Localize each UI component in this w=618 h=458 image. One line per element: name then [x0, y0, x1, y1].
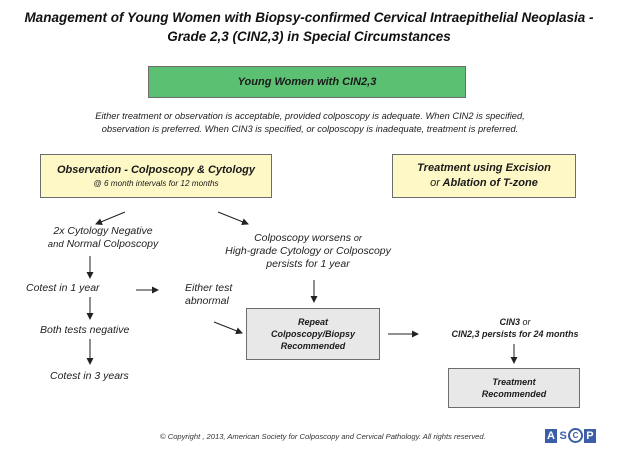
- cin3-line-1: CIN3 or: [420, 316, 610, 328]
- treatment-rec-line-1: Treatment: [492, 377, 536, 387]
- repeat-colposcopy-box: Repeat Colposcopy/Biopsy Recommended: [246, 308, 380, 360]
- treatment-line-2: or Ablation of T-zone: [430, 176, 538, 191]
- worsens-line-1: Colposcopy worsens or: [198, 232, 418, 245]
- worsens-line-1-main: Colposcopy worsens: [254, 232, 351, 244]
- cin3-persists-node: CIN3 or CIN2,3 persists for 24 months: [420, 316, 610, 340]
- cotest-3-years-node: Cotest in 3 years: [50, 370, 129, 382]
- treatment-rec-line-2: Recommended: [481, 389, 547, 399]
- treatment-recommended-box: Treatment Recommended: [448, 368, 580, 408]
- young-women-box: Young Women with CIN2,3: [148, 66, 466, 98]
- treatment-connector: or: [430, 177, 440, 189]
- title-line-2: Grade 2,3 (CIN2,3) in Special Circumstan…: [167, 29, 451, 44]
- logo-letter-s: S: [559, 429, 568, 442]
- arrow-abnormal-to-repeat: [213, 321, 243, 335]
- cytology-negative-line-1: 2x Cytology Negative: [53, 225, 153, 237]
- cytology-negative-line-2-rest: Normal Colposcopy: [66, 238, 159, 250]
- colposcopy-worsens-node: Colposcopy worsens or High-grade Cytolog…: [198, 232, 418, 271]
- copyright-text: © Copyright , 2013, American Society for…: [160, 432, 486, 441]
- cytology-negative-line-2: and Normal Colposcopy: [28, 238, 178, 251]
- cin3-line-1-main: CIN3: [499, 317, 520, 327]
- cotest-1-year-node: Cotest in 1 year: [26, 282, 100, 294]
- title-line-1: Management of Young Women with Biopsy-co…: [24, 10, 594, 25]
- note-line-1: Either treatment or observation is accep…: [95, 111, 525, 121]
- repeat-line-2: Colposcopy/Biopsy: [270, 329, 355, 339]
- logo-letter-a: A: [545, 428, 558, 443]
- treatment-options-box: Treatment using Excision or Ablation of …: [392, 154, 576, 198]
- cytology-negative-connector: and: [47, 239, 64, 250]
- arrow-obs-to-negative: [95, 211, 126, 225]
- cytology-negative-node: 2x Cytology Negative and Normal Colposco…: [28, 225, 178, 251]
- observation-interval: @ 6 month intervals for 12 months: [93, 179, 219, 188]
- either-line-1: Either test: [185, 282, 233, 294]
- both-tests-negative-node: Both tests negative: [40, 324, 130, 336]
- note-line-2: observation is preferred. When CIN3 is s…: [101, 124, 519, 134]
- logo-letter-p: P: [584, 428, 597, 443]
- either-line-2: abnormal: [185, 295, 229, 307]
- arrow-obs-to-worsens: [217, 211, 249, 226]
- observation-title: Observation - Colposcopy & Cytology: [56, 164, 256, 176]
- repeat-line-1: Repeat: [297, 317, 328, 327]
- cin3-connector: or: [522, 317, 531, 327]
- observation-box: Observation - Colposcopy & Cytology @ 6 …: [40, 154, 272, 198]
- repeat-line-3: Recommended: [280, 341, 346, 351]
- worsens-line-3: persists for 1 year: [266, 258, 350, 270]
- ascp-logo: A S C P: [545, 428, 597, 443]
- logo-letter-c: C: [568, 428, 584, 443]
- cin3-line-2: CIN2,3 persists for 24 months: [451, 329, 579, 339]
- treatment-line-2-rest: Ablation of T-zone: [442, 177, 538, 189]
- young-women-label: Young Women with CIN2,3: [237, 76, 377, 88]
- treatment-line-1: Treatment using Excision: [417, 162, 551, 174]
- either-test-abnormal-node: Either test abnormal: [185, 282, 245, 308]
- worsens-connector: or: [353, 233, 362, 243]
- guidance-note: Either treatment or observation is accep…: [30, 110, 590, 136]
- worsens-line-2: High-grade Cytology or Colposcopy: [225, 245, 391, 257]
- diagram-title: Management of Young Women with Biopsy-co…: [0, 8, 618, 46]
